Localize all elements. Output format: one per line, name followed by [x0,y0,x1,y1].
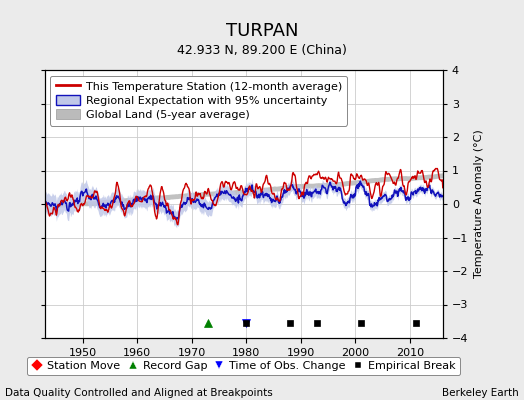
Y-axis label: Temperature Anomaly (°C): Temperature Anomaly (°C) [474,130,484,278]
Text: Data Quality Controlled and Aligned at Breakpoints: Data Quality Controlled and Aligned at B… [5,388,273,398]
Text: 42.933 N, 89.200 E (China): 42.933 N, 89.200 E (China) [177,44,347,57]
Text: TURPAN: TURPAN [226,22,298,40]
Text: Berkeley Earth: Berkeley Earth [442,388,519,398]
Legend: Station Move, Record Gap, Time of Obs. Change, Empirical Break: Station Move, Record Gap, Time of Obs. C… [27,356,460,376]
Legend: This Temperature Station (12-month average), Regional Expectation with 95% uncer: This Temperature Station (12-month avera… [50,76,347,126]
